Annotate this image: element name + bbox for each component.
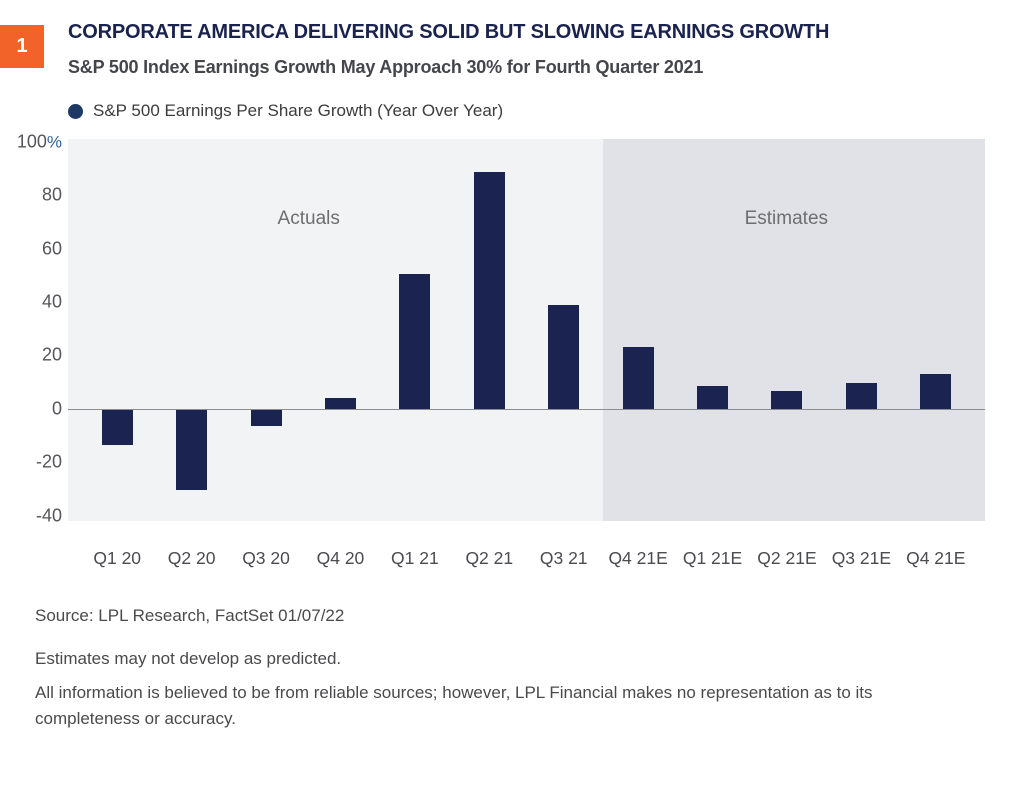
section-label-actuals: Actuals bbox=[277, 208, 340, 229]
section-bg-actuals bbox=[68, 139, 603, 521]
bar-q1-20 bbox=[101, 409, 133, 445]
y-tick-40: 40 bbox=[41, 291, 62, 312]
y-tick-80: 80 bbox=[41, 184, 62, 205]
y-axis: 100% 80 60 40 20 0 -20 -40 bbox=[0, 131, 62, 525]
x-tick-q4-21e: Q4 21E bbox=[906, 548, 966, 568]
bar-q3-20 bbox=[250, 409, 282, 426]
bar-q2-21e bbox=[771, 391, 803, 409]
y-tick-20: 20 bbox=[41, 344, 62, 365]
x-tick-q3-21: Q3 21 bbox=[539, 548, 588, 568]
figure-number-badge: 1 bbox=[0, 25, 44, 68]
legend-label: S&P 500 Earnings Per Share Growth (Year … bbox=[93, 101, 504, 120]
x-tick-q2-21e: Q2 21E bbox=[757, 548, 817, 568]
bar-q4-20 bbox=[324, 398, 356, 409]
source-note: Source: LPL Research, FactSet 01/07/22 bbox=[35, 606, 345, 625]
x-tick-q2-21: Q2 21 bbox=[465, 548, 514, 568]
x-tick-q3-20: Q3 20 bbox=[242, 548, 290, 568]
bar-chart-plot-area: Actuals Estimates bbox=[68, 139, 985, 521]
x-tick-q4-21e: Q4 21E bbox=[608, 548, 668, 568]
section-bg-estimates bbox=[602, 139, 985, 521]
legend: S&P 500 Earnings Per Share Growth (Year … bbox=[68, 101, 503, 121]
disclaimer-reliability: All information is believed to be from r… bbox=[35, 683, 873, 728]
bar-q1-21e bbox=[697, 386, 729, 409]
percent-sign: % bbox=[46, 132, 62, 152]
y-tick-100: 100% bbox=[16, 131, 62, 152]
bar-q2-20 bbox=[176, 409, 208, 490]
x-tick-q1-21e: Q1 21E bbox=[682, 548, 743, 568]
x-tick-q4-20: Q4 20 bbox=[316, 548, 365, 568]
x-tick-q2-20: Q2 20 bbox=[167, 548, 216, 568]
bar-q4-21e bbox=[920, 374, 952, 409]
chart-subtitle: S&P 500 Index Earnings Growth May Approa… bbox=[68, 57, 704, 77]
y-tick-60: 60 bbox=[41, 238, 62, 259]
x-tick-q3-21e: Q3 21E bbox=[831, 548, 892, 568]
bar-q3-21e bbox=[845, 383, 877, 409]
y-tick--40: -40 bbox=[35, 505, 62, 526]
y-tick--20: -20 bbox=[35, 451, 62, 472]
zero-baseline bbox=[68, 408, 985, 410]
section-label-estimates: Estimates bbox=[744, 208, 829, 229]
bar-q3-21 bbox=[548, 304, 580, 409]
disclaimer-estimates: Estimates may not develop as predicted. bbox=[35, 649, 342, 668]
x-tick-q1-20: Q1 20 bbox=[93, 548, 142, 568]
bar-q1-21 bbox=[399, 273, 431, 409]
x-tick-q1-21: Q1 21 bbox=[391, 548, 439, 568]
legend-marker-icon bbox=[68, 103, 83, 119]
bar-q4-21e bbox=[622, 347, 654, 409]
chart-title: CORPORATE AMERICA DELIVERING SOLID BUT S… bbox=[68, 21, 830, 43]
bar-q2-21 bbox=[473, 172, 505, 409]
y-tick-0: 0 bbox=[51, 398, 62, 419]
x-axis: Q1 20 Q2 20 Q3 20 Q4 20 Q1 21 Q2 21 Q3 21 Q4 21… bbox=[68, 548, 985, 572]
